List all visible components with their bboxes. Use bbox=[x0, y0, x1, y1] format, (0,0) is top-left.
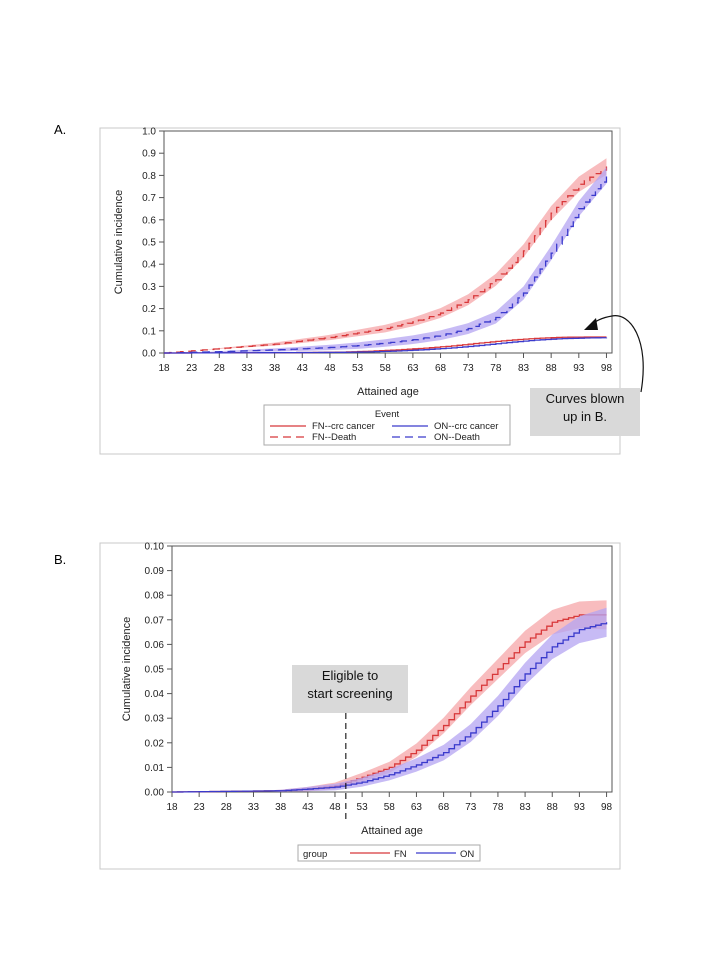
panel-b-xtick-label: 78 bbox=[492, 802, 504, 813]
panel-a-xtick-label: 23 bbox=[186, 363, 198, 374]
panel-a-legend-entry: ON--crc cancer bbox=[434, 421, 498, 432]
panel-b-legend-entry: ON bbox=[460, 849, 474, 860]
panel-a-xtick-label: 58 bbox=[380, 363, 392, 374]
panel-a-xtick-label: 98 bbox=[601, 363, 613, 374]
callout-b-line-1: Eligible to bbox=[321, 668, 379, 683]
panel-a-xtick-label: 53 bbox=[352, 363, 364, 374]
panel-a-series-2-ci-band bbox=[164, 158, 607, 353]
panel-a-xtick-label: 88 bbox=[546, 363, 558, 374]
panel-b-frame bbox=[99, 542, 621, 870]
panel-b-xtick-label: 48 bbox=[329, 802, 341, 813]
panel-b-ytick-label: 0.03 bbox=[145, 714, 165, 725]
panel-a-xtick-label: 43 bbox=[297, 363, 309, 374]
panel-a-series-1-line bbox=[164, 337, 608, 354]
panel-b-ytick-label: 0.02 bbox=[145, 738, 165, 749]
panel-a-ytick-label: 0.2 bbox=[142, 304, 156, 315]
panel-b-ytick-label: 0.04 bbox=[145, 689, 165, 700]
panel-a-ytick-label: 1.0 bbox=[142, 127, 156, 138]
panel-b-xtick-label: 28 bbox=[221, 802, 233, 813]
panel-a-ytick-label: 0.5 bbox=[142, 238, 156, 249]
panel-a-xtick-label: 68 bbox=[435, 363, 447, 374]
panel-a-xtick-label: 38 bbox=[269, 363, 281, 374]
panel-b-ytick-label: 0.07 bbox=[145, 615, 165, 626]
panel-a-ytick-label: 0.3 bbox=[142, 282, 156, 293]
panel-a-ytick-label: 0.0 bbox=[142, 349, 156, 360]
panel-b-xtick-label: 23 bbox=[194, 802, 206, 813]
panel-a-series-2-line bbox=[164, 166, 608, 354]
panel-a-x-axis-label: Attained age bbox=[357, 386, 419, 398]
panel-a-xtick-label: 33 bbox=[241, 363, 253, 374]
panel-a-y-axis-label: Cumulative incidence bbox=[113, 190, 125, 295]
panel-a-legend-box bbox=[263, 404, 511, 446]
panel-a-callout-arrow bbox=[589, 315, 644, 393]
panel-b-xtick-label: 88 bbox=[547, 802, 559, 813]
panel-a-ytick-label: 0.4 bbox=[142, 260, 156, 271]
panel-b-y-axis-label: Cumulative incidence bbox=[121, 617, 133, 722]
panel-a-xtick-label: 18 bbox=[158, 363, 170, 374]
panel-a-frame bbox=[99, 127, 621, 455]
panel-a-xtick-label: 63 bbox=[407, 363, 419, 374]
panel-b-ytick-label: 0.10 bbox=[145, 542, 165, 553]
panel-a-legend-title: Event bbox=[375, 409, 400, 420]
callout-a-line-1: Curves blown bbox=[545, 391, 625, 406]
panel-b-xtick-label: 18 bbox=[166, 802, 178, 813]
callout-curves-blown-up: Curves blown up in B. bbox=[530, 388, 640, 436]
panel-b-ytick-label: 0.01 bbox=[145, 763, 165, 774]
panel-a-ytick-label: 0.9 bbox=[142, 149, 156, 160]
panel-b-ytick-label: 0.05 bbox=[145, 665, 165, 676]
callout-eligible-screening: Eligible to start screening bbox=[292, 665, 408, 713]
panel-b-legend-entry: FN bbox=[394, 849, 407, 860]
panel-a-xtick-label: 28 bbox=[214, 363, 226, 374]
panel-a-xtick-label: 93 bbox=[573, 363, 585, 374]
panel-b-ytick-label: 0.06 bbox=[145, 640, 165, 651]
panel-a-ytick-label: 0.6 bbox=[142, 215, 156, 226]
panel-a-ytick-label: 0.8 bbox=[142, 171, 156, 182]
panel-b-ytick-label: 0.09 bbox=[145, 566, 165, 577]
panel-a-legend-entry: ON--Death bbox=[434, 432, 480, 443]
panel-b-legend-title: group bbox=[303, 849, 327, 860]
panel-a-xtick-label: 73 bbox=[463, 363, 475, 374]
panel-b-xtick-label: 93 bbox=[574, 802, 586, 813]
panel-b-xtick-label: 53 bbox=[357, 802, 369, 813]
panel-a-xtick-label: 83 bbox=[518, 363, 530, 374]
panel-b-label: B. bbox=[54, 552, 67, 567]
panel-a-ytick-label: 0.7 bbox=[142, 193, 156, 204]
panel-a-xtick-label: 78 bbox=[490, 363, 502, 374]
panel-b-xtick-label: 38 bbox=[275, 802, 287, 813]
panel-a-legend-entry: FN--Death bbox=[312, 432, 356, 443]
callout-a-line-2: up in B. bbox=[562, 409, 608, 424]
panel-a-ytick-label: 0.1 bbox=[142, 326, 156, 337]
panel-a-callout-arrowhead bbox=[584, 318, 598, 330]
panel-b-x-axis-label: Attained age bbox=[361, 825, 423, 837]
panel-b-xtick-label: 83 bbox=[520, 802, 532, 813]
panel-b-series-1-line bbox=[172, 622, 608, 793]
panel-b-ytick-label: 0.00 bbox=[145, 788, 165, 799]
panel-b-xtick-label: 58 bbox=[384, 802, 396, 813]
panel-b-xtick-label: 63 bbox=[411, 802, 423, 813]
panel-a-label: A. bbox=[54, 122, 67, 137]
panel-b-xtick-label: 43 bbox=[302, 802, 314, 813]
panel-a-plot-area bbox=[163, 130, 613, 354]
panel-b-ytick-label: 0.08 bbox=[145, 591, 165, 602]
panel-a-xtick-label: 48 bbox=[324, 363, 336, 374]
panel-b-xtick-label: 33 bbox=[248, 802, 260, 813]
panel-b-xtick-label: 68 bbox=[438, 802, 450, 813]
panel-b-xtick-label: 98 bbox=[601, 802, 613, 813]
callout-b-line-2: start screening bbox=[307, 686, 393, 701]
panel-a-legend-entry: FN--crc cancer bbox=[312, 421, 375, 432]
panel-b-xtick-label: 73 bbox=[465, 802, 477, 813]
